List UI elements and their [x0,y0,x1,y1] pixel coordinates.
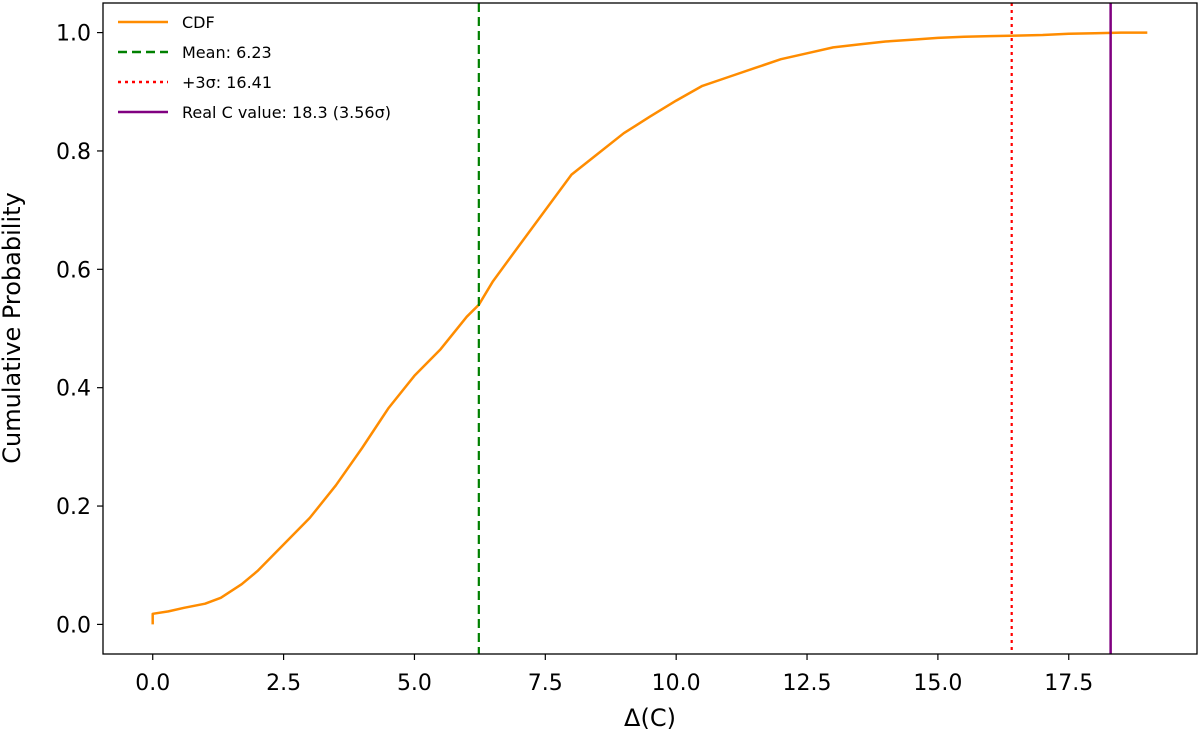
legend-item-cdf: CDF [118,13,215,32]
x-axis-ticks: 0.0 2.5 5.0 7.5 10.0 12.5 15.0 17.5 [135,654,1093,696]
x-tick-label: 10.0 [652,671,701,696]
plot-frame [102,2,1198,655]
y-tick-label: 0.8 [56,140,91,165]
x-tick-label: 12.5 [783,671,832,696]
plot-marks [151,3,1148,654]
legend-label: +3σ: 16.41 [182,73,272,92]
x-axis-label: Δ(C) [624,704,676,732]
legend-label: CDF [182,13,215,32]
x-tick-label: 7.5 [528,671,563,696]
y-tick-label: 0.4 [56,377,91,402]
legend: CDF Mean: 6.23 +3σ: 16.41 Real C value: 18.… [118,13,391,122]
y-axis-label: Cumulative Probability [0,192,26,463]
x-tick-label: 17.5 [1044,671,1093,696]
legend-item-three-sigma: +3σ: 16.41 [118,73,272,92]
x-tick-label: 5.0 [397,671,432,696]
y-tick-label: 0.2 [56,495,91,520]
y-axis-ticks: 0.0 0.2 0.4 0.6 0.8 1.0 [56,22,103,638]
legend-label: Real C value: 18.3 (3.56σ) [182,103,391,122]
x-tick-label: 0.0 [135,671,170,696]
y-tick-label: 1.0 [56,22,91,47]
y-tick-label: 0.0 [56,613,91,638]
legend-label: Mean: 6.23 [182,43,272,62]
x-tick-label: 15.0 [913,671,962,696]
legend-item-real-c-value: Real C value: 18.3 (3.56σ) [118,103,391,122]
x-tick-label: 2.5 [266,671,301,696]
legend-item-mean: Mean: 6.23 [118,43,272,62]
cdf-series-line [151,31,1148,625]
y-tick-label: 0.6 [56,258,91,283]
